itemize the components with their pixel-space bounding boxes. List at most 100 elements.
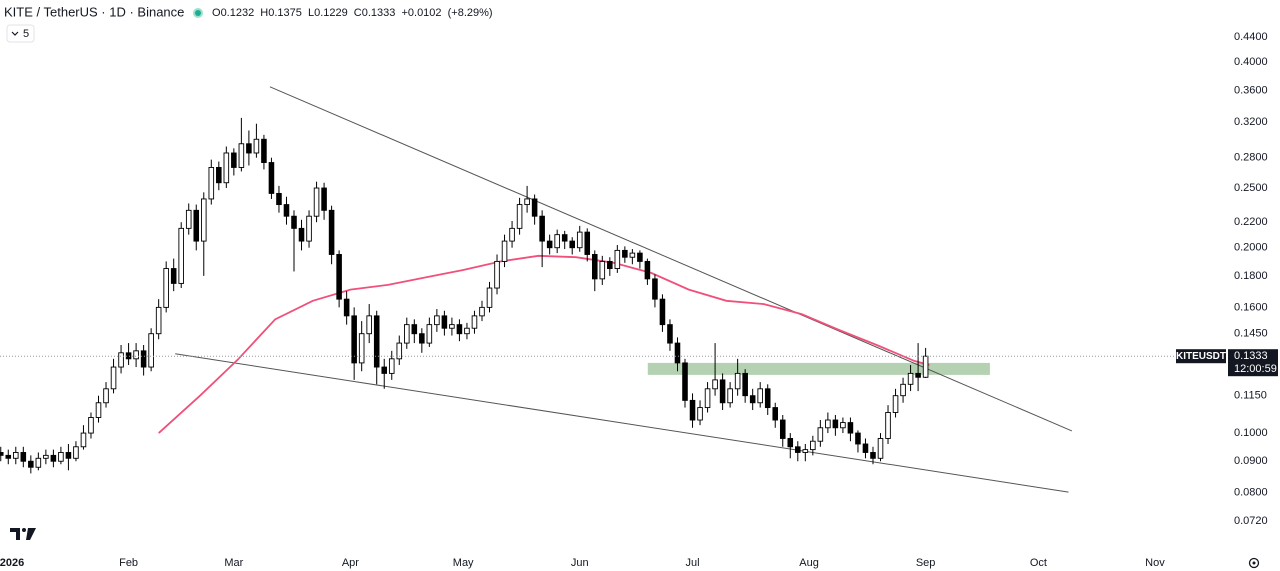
y-tick-label: 0.1800 [1234,270,1268,282]
candle-body [757,388,763,404]
plot-area [0,36,1226,548]
candle-body [877,438,884,459]
candle-body [411,324,418,335]
candle-body [283,204,290,217]
symbol-tag: KITEUSDT [1176,351,1226,362]
candle-body [373,315,380,368]
candle-body [764,388,771,409]
candle-body [479,306,485,317]
x-tick-label: 2026 [0,557,24,569]
symbol-tag-box [1176,349,1226,364]
candle-body [561,234,568,242]
chevron-icon [11,31,19,36]
indicator-button[interactable] [6,24,35,43]
countdown: 12:00:59 [1234,363,1277,375]
candle-body [80,432,87,448]
candle-body [591,254,598,280]
candle-body [712,379,718,390]
candle-body [88,417,94,434]
gear-icon[interactable] [1248,557,1260,569]
candle-body [531,198,538,217]
price-tag: 0.1333 [1234,350,1268,362]
candle-body [659,298,666,326]
support-zone [647,362,990,375]
y-tick-label: 0.1150 [1234,390,1267,402]
x-tick-label: Sep [916,557,936,569]
y-tick-label: 0.1450 [1234,328,1268,340]
x-tick-label: Apr [342,557,359,569]
candle-body [291,215,297,229]
candle-body [20,452,27,462]
trendline [175,353,1069,493]
x-tick-label: Jul [685,557,699,569]
candle-body [336,254,342,300]
logo-part [10,528,20,540]
candle-body [313,187,320,217]
change: +0.0102 [401,7,441,19]
candle-body [614,249,621,270]
indicator-toggle[interactable]: 5 [6,24,35,43]
candle-body [155,306,162,335]
candle-body [50,454,57,462]
candle-body [900,383,906,397]
y-tick-label: 0.1000 [1234,427,1268,439]
candle-body [238,143,245,168]
candle-body [276,192,282,206]
candle-body [246,143,252,154]
candle-body [358,333,365,364]
candle-body [103,388,109,404]
logo-part [26,528,36,540]
candle-body [922,355,929,378]
candle-body [118,352,124,368]
candle-body [464,327,470,335]
candle-body [810,440,816,451]
candle-body [13,452,19,459]
candle-body [516,204,523,229]
y-tick-label: 0.4000 [1234,56,1268,68]
candle-body [486,287,493,308]
y-tick-label: 0.2800 [1234,152,1268,164]
ohlc-legend: O0.1232 H0.1375 L0.1229 C0.1333 +0.0102 … [212,7,493,19]
settings-button[interactable] [1248,557,1260,569]
x-tick-label: Feb [119,557,138,569]
candle-body [779,419,786,439]
ohlc-label: C [354,7,362,19]
candle-body [110,366,117,390]
ohlc-value: 0.1232 [221,7,255,19]
candle-body [501,240,508,262]
candle-body [328,209,335,255]
candle-body [855,432,861,445]
candle-body [193,209,200,242]
candle-body [456,324,463,335]
price-tag-box [1228,349,1278,377]
indicator-count: 5 [23,28,29,40]
ohlc-value: 0.1375 [268,7,302,19]
logo-part [22,528,26,532]
ohlc-label: L [308,7,314,19]
candle-body [870,452,876,459]
chart-title: KITE / TetherUS · 1D · Binance [4,4,184,19]
y-tick-label: 0.2500 [1234,182,1268,194]
y-tick-label: 0.0720 [1234,515,1268,527]
x-tick-label: May [453,557,474,569]
candle-body [163,268,169,308]
candle-body [441,315,448,329]
candle-body [704,388,711,409]
candle-body [576,231,583,249]
y-tick-label: 0.0800 [1234,487,1268,499]
candle-body [343,298,350,317]
candle-body [306,215,312,242]
candle-body [772,407,779,421]
x-tick-label: Nov [1145,557,1165,569]
candle-body [524,198,530,206]
gear-center [1252,561,1256,565]
ohlc-value: 0.1229 [314,7,348,19]
candle-body [509,227,515,242]
candle-body [554,234,560,249]
ohlc-label: O [212,7,221,19]
candle-body [584,231,591,255]
change-percent: (+8.29%) [448,7,493,19]
candle-body [734,372,741,390]
candle-body [185,209,192,229]
